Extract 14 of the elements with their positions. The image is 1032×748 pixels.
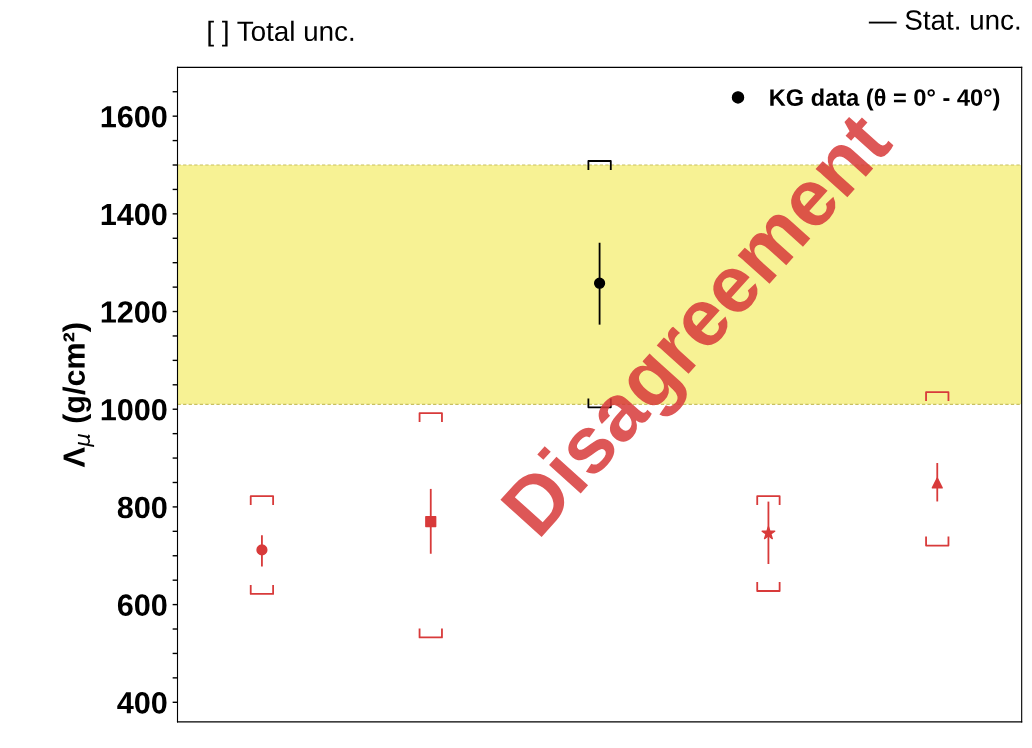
y-tick-label: 1200 xyxy=(101,301,167,323)
text: — Stat. unc. xyxy=(868,10,1020,30)
y-axis-title: Λ$_{μ}$ (g/cm²) xyxy=(62,323,95,468)
y-tick-label: 800 xyxy=(117,496,167,519)
point xyxy=(425,515,437,528)
y-tick-label: 600 xyxy=(117,594,167,616)
point xyxy=(256,544,268,556)
legend-label: KG data (θ = 0° - 40°) xyxy=(770,88,1000,111)
y-tick-label: 1600 xyxy=(101,105,167,128)
y-tick-label: 1000 xyxy=(101,398,167,421)
point xyxy=(931,477,943,489)
y-tick-label: 1400 xyxy=(101,203,167,226)
y-tick-label: 400 xyxy=(117,692,167,714)
text: [ ] Total unc. xyxy=(208,20,354,47)
